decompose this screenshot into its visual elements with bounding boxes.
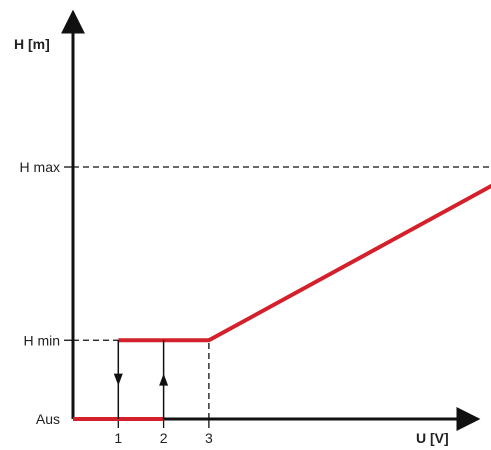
y-level-label-0: Aus bbox=[36, 411, 60, 427]
series-lines bbox=[73, 183, 491, 421]
arrow-down-icon bbox=[113, 373, 123, 386]
series-line-1 bbox=[118, 183, 491, 343]
x-tick-label-2: 3 bbox=[205, 430, 213, 446]
hysteresis-arrows bbox=[113, 340, 169, 419]
y-level-label-1: H min bbox=[23, 332, 60, 348]
x-axis-label: U [V] bbox=[416, 430, 449, 446]
y-level-label-2: H max bbox=[20, 159, 60, 175]
y-axis-label: H [m] bbox=[14, 36, 50, 52]
guide-lines bbox=[73, 166, 491, 419]
arrow-up-icon bbox=[159, 373, 169, 386]
x-tick-label-1: 2 bbox=[160, 430, 168, 446]
x-tick-label-0: 1 bbox=[114, 430, 122, 446]
